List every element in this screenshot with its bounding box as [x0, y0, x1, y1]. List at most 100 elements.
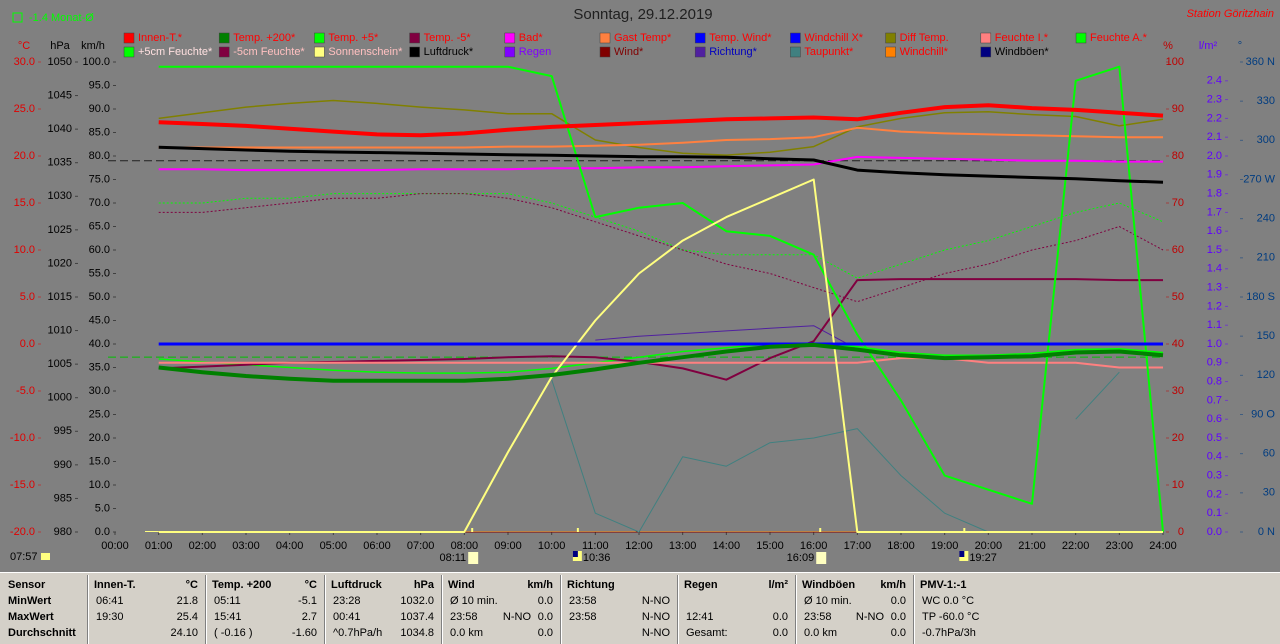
y-tick-label: 240	[1257, 213, 1275, 225]
stats-row-label: Durchschnitt	[8, 627, 76, 639]
stats-cell: -0.7hPa/3h	[922, 627, 976, 639]
y-tick-label: 30.0	[14, 56, 35, 68]
legend-swatch	[790, 32, 801, 44]
y-tick-label: 0.2	[1207, 488, 1222, 500]
station-name: Station Göritzhain	[1187, 8, 1274, 20]
y-tick-label: 5.0	[95, 502, 110, 514]
legend-label: Wind*	[614, 46, 644, 58]
series-line	[551, 379, 989, 533]
legend-label: Feuchte I.*	[995, 32, 1049, 44]
y-tick-label: 10	[1172, 479, 1184, 491]
y-tick-label: 120	[1257, 369, 1275, 381]
stats-cell: 1034.8	[400, 627, 434, 639]
stats-cell: ^0.7hPa/h	[333, 627, 382, 639]
moon-icon-shade	[572, 551, 578, 557]
y-tick-label: 1010	[48, 324, 72, 336]
x-tick-label: 06:00	[363, 540, 391, 552]
x-tick-label: 23:00	[1106, 540, 1134, 552]
y-tick-label: 90	[1172, 103, 1184, 115]
y-tick-label: 70.0	[89, 197, 110, 209]
series-line	[158, 342, 1164, 383]
stats-header: Temp. +200	[212, 579, 271, 591]
y-tick-label: 0.9	[1207, 357, 1222, 369]
y-tick-label: 1.4	[1207, 263, 1222, 275]
y-tick-label: 2.4	[1207, 75, 1222, 87]
y-tick-label: 80.0	[89, 150, 110, 162]
y-tick-label: 1050	[48, 56, 72, 68]
stats-cell: 1032.0	[400, 595, 434, 607]
y-tick-label: 0.8	[1207, 376, 1222, 388]
y-tick-label: 90 O	[1251, 408, 1275, 420]
x-tick-label: 16:00	[800, 540, 828, 552]
series-line	[158, 178, 1163, 533]
y-tick-label: 75.0	[89, 173, 110, 185]
stats-unit: °C	[305, 579, 317, 591]
stats-cell: 23:58	[569, 611, 597, 623]
axis-unit: °	[1238, 40, 1242, 52]
y-tick-label: 5.0	[20, 291, 35, 303]
legend-label: Temp. Wind*	[709, 32, 772, 44]
axis-unit: hPa	[50, 40, 70, 52]
event-label: 10:36	[583, 552, 611, 564]
stats-cell: 00:41	[333, 611, 361, 623]
y-tick-label: 1040	[48, 123, 72, 135]
legend-label: Temp. -5*	[424, 32, 472, 44]
legend-label: Innen-T.*	[138, 32, 183, 44]
y-tick-label: 60	[1172, 244, 1184, 256]
stats-unit: km/h	[880, 579, 906, 591]
y-tick-label: 300	[1257, 134, 1275, 146]
legend-swatch	[218, 46, 230, 58]
month-avg-icon	[12, 12, 23, 23]
y-tick-label: 20	[1172, 432, 1184, 444]
stats-cell: 15:41	[214, 611, 242, 623]
y-tick-label: 0.5	[1207, 432, 1222, 444]
y-tick-label: -10.0	[10, 432, 35, 444]
legend-label: Feuchte A.*	[1090, 32, 1148, 44]
stats-cell: 2.7	[302, 611, 317, 623]
stats-cell: 0.0	[773, 611, 788, 623]
y-tick-label: 1025	[48, 224, 72, 236]
x-tick-label: 19:00	[931, 540, 959, 552]
legend-label: Taupunkt*	[804, 46, 854, 58]
legend-label: Windchill*	[900, 46, 949, 58]
y-tick-label: 15.0	[14, 197, 35, 209]
stats-row-label: MaxWert	[8, 611, 54, 623]
legend-label: -5cm Feuchte*	[233, 46, 305, 58]
y-tick-label: 60	[1263, 448, 1275, 460]
legend-swatch	[885, 46, 896, 58]
y-tick-label: 995	[54, 425, 72, 437]
y-tick-label: 2.0	[1207, 150, 1222, 162]
y-tick-label: 1.8	[1207, 188, 1222, 200]
y-tick-label: 2.3	[1207, 94, 1222, 106]
y-tick-label: 990	[54, 459, 72, 471]
stats-cell: 24.10	[170, 627, 198, 639]
stats-cell: 05:11	[214, 595, 241, 607]
stats-header: Windböen	[802, 579, 855, 591]
stats-cell: N-NO	[642, 611, 671, 623]
y-tick-label: 150	[1257, 330, 1275, 342]
y-tick-label: 100	[1166, 56, 1184, 68]
legend-label: +5cm Feuchte*	[138, 46, 213, 58]
stats-unit: km/h	[527, 579, 553, 591]
y-tick-label: 95.0	[89, 79, 110, 91]
stats-cell: 0.0	[891, 611, 906, 623]
stats-cell: 0.0	[773, 627, 788, 639]
y-tick-label: 0.0	[20, 338, 35, 350]
stats-cell: 0.0	[538, 627, 553, 639]
y-tick-label: 985	[54, 492, 72, 504]
stats-background	[0, 572, 1280, 644]
y-tick-label: 40	[1172, 338, 1184, 350]
series-line	[158, 357, 1163, 369]
y-tick-label: 180 S	[1246, 291, 1275, 303]
stats-cell: Gesamt:	[686, 627, 728, 639]
x-tick-label: 05:00	[320, 540, 348, 552]
stats-unit: hPa	[414, 579, 435, 591]
y-tick-label: 0.0	[1207, 526, 1222, 538]
legend-swatch	[409, 46, 420, 58]
stats-header: Luftdruck	[331, 579, 383, 591]
legend-label: Windchill X*	[804, 32, 863, 44]
axis-unit: km/h	[81, 40, 105, 52]
stats-header: Wind	[448, 579, 475, 591]
